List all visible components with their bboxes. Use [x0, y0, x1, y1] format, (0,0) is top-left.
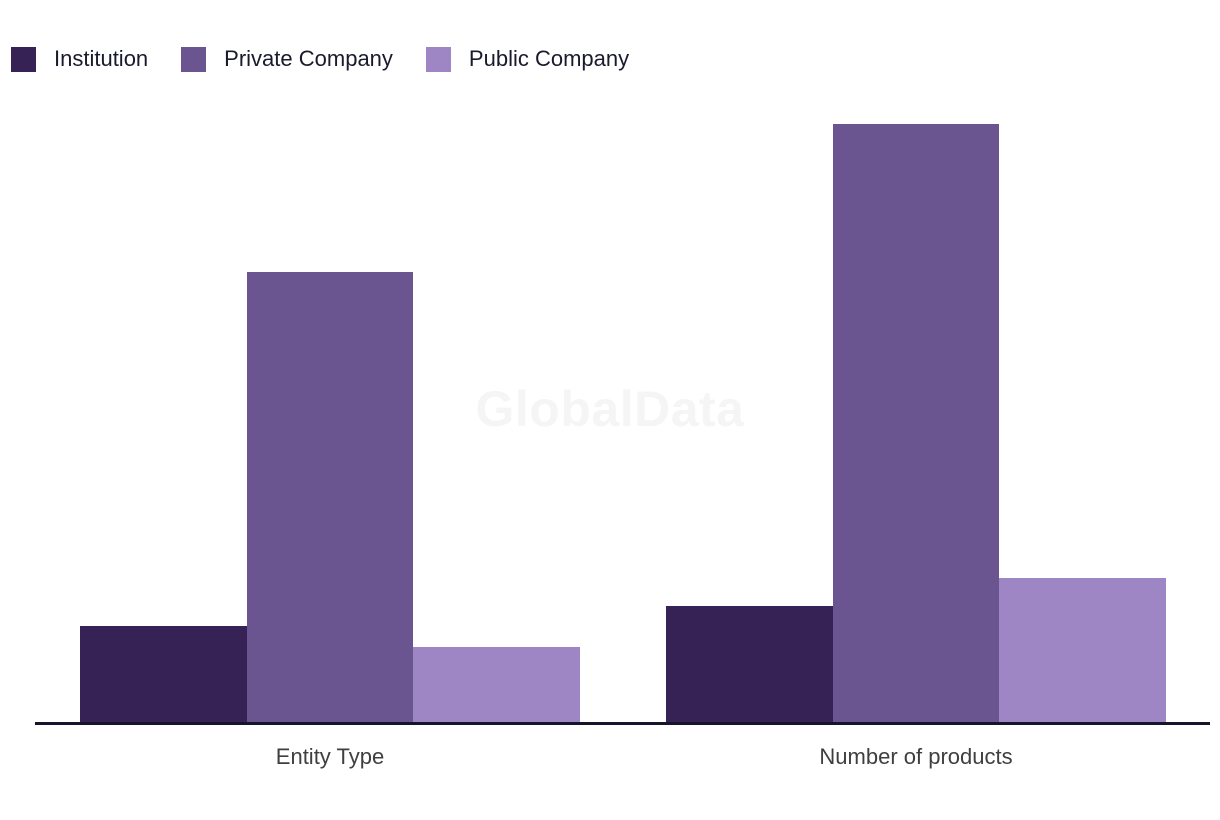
bar-institution-entity-type[interactable]: [80, 626, 247, 722]
bar-public-company-number-of-products[interactable]: [999, 578, 1166, 722]
legend-swatch-public-company-icon: [425, 46, 451, 72]
x-axis-line: [35, 722, 1210, 725]
legend-item-institution[interactable]: Institution: [11, 46, 148, 72]
x-axis-label-entity-type: Entity Type: [275, 744, 385, 769]
legend-item-private-company[interactable]: Private Company: [181, 46, 393, 72]
legend: Institution Private Company Public Compa…: [11, 46, 629, 72]
bar-public-company-entity-type[interactable]: [413, 647, 580, 722]
bar-private-company-entity-type[interactable]: [246, 272, 414, 722]
bar-institution-number-of-products[interactable]: [666, 606, 833, 722]
legend-item-public-company[interactable]: Public Company: [425, 46, 630, 72]
legend-label-private-company: Private Company: [224, 46, 393, 71]
legend-swatch-institution-icon: [11, 46, 36, 72]
legend-swatch-private-company-icon: [181, 46, 207, 72]
legend-label-institution: Institution: [54, 46, 149, 71]
legend-label-public-company: Public Company: [468, 46, 630, 71]
bar-private-company-number-of-products[interactable]: [832, 124, 1000, 722]
x-axis-label-number-of-products: Number of products: [819, 744, 1013, 769]
